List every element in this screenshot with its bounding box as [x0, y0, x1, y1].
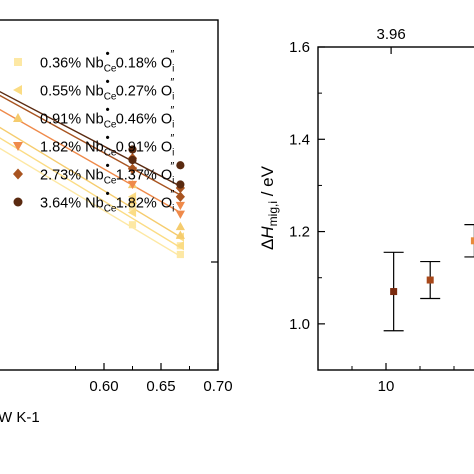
- data-point: [175, 210, 185, 219]
- error-bar-point: [420, 260, 441, 300]
- fit-line-4: [0, 108, 181, 214]
- legend-label: 0.36% NbCe• 0.18% Oi″: [40, 47, 174, 75]
- data-point: [426, 276, 434, 284]
- data-point: [176, 180, 185, 189]
- left-data-points: [127, 145, 185, 259]
- y-tick-label: 1.0: [289, 316, 310, 333]
- legend-item: 1.82% NbCe• 0.91% Oi″: [13, 131, 174, 159]
- data-point: [175, 201, 185, 211]
- fit-line-6: [0, 90, 181, 187]
- data-point: [175, 191, 185, 202]
- top-tick-label: 3.96: [376, 26, 405, 43]
- right-axes: 1.0 1.2 1.4 1.6 10 3.96: [289, 26, 455, 395]
- legend-label: 0.55% NbCe• 0.27% Oi″: [40, 75, 174, 103]
- data-point: [128, 203, 137, 211]
- fit-line-2: [0, 137, 181, 249]
- legend-marker: [14, 58, 22, 66]
- legend-item: 0.55% NbCe• 0.27% Oi″: [13, 75, 174, 103]
- left-fit-lines: [0, 90, 181, 257]
- legend-marker: [13, 113, 23, 122]
- fit-line-5: [0, 94, 181, 196]
- data-point: [127, 207, 137, 218]
- y-tick-label: 1.2: [289, 224, 310, 241]
- data-point: [390, 288, 398, 296]
- error-bar-point: [383, 251, 404, 332]
- data-point: [176, 250, 184, 259]
- x-tick-label: 0.65: [146, 378, 175, 395]
- data-point: [470, 237, 474, 245]
- legend-label: 2.73% NbCe• 1.37% Oi″: [40, 159, 174, 187]
- legend-item: 2.73% NbCe• 1.37% Oi″: [13, 159, 174, 187]
- legend-item: 3.64% NbCe• 1.82% Oi″: [13, 187, 174, 215]
- legend-marker: [13, 168, 23, 180]
- legend-label: 1.82% NbCe• 0.91% Oi″: [40, 131, 174, 159]
- error-bar-point: [464, 224, 474, 258]
- data-point: [128, 145, 137, 154]
- data-point: [128, 221, 137, 229]
- data-point: [127, 180, 138, 190]
- data-point: [127, 195, 138, 204]
- data-point: [175, 241, 184, 251]
- right-chart: 1.0 1.2 1.4 1.6 10 3.96 ΔHmig,i / eV: [258, 26, 474, 395]
- y-tick-label: 1.6: [289, 39, 310, 56]
- data-point: [175, 230, 185, 239]
- legend-label: 3.64% NbCe• 1.82% Oi″: [40, 187, 174, 215]
- legend-marker: [13, 142, 23, 151]
- legend-item: 0.91% NbCe• 0.46% Oi″: [13, 103, 174, 131]
- legend-item: 0.36% NbCe• 0.18% Oi″: [14, 47, 174, 75]
- data-point: [128, 155, 137, 165]
- y-tick-label: 1.4: [289, 131, 310, 148]
- left-legend: 0.36% NbCe• 0.18% Oi″0.55% NbCe• 0.27% O…: [13, 47, 174, 215]
- data-point: [127, 163, 138, 174]
- left-x-axis: 0.60 0.65 0.70: [75, 363, 233, 395]
- x-axis-label: W K-1: [0, 409, 40, 426]
- data-point: [175, 221, 185, 231]
- right-plot-frame: [317, 46, 474, 371]
- x-tick-label: 0.60: [89, 378, 118, 395]
- right-data-points: [383, 224, 474, 332]
- legend-label: 0.91% NbCe• 0.46% Oi″: [40, 103, 174, 131]
- data-point: [176, 161, 185, 170]
- legend-marker: [13, 197, 23, 207]
- x-tick-label: 0.70: [203, 378, 232, 395]
- legend-marker: [13, 85, 22, 95]
- x-tick-label: 10: [378, 378, 395, 395]
- left-chart: 0.60 0.65 0.70 0.36% NbCe• 0.18% Oi″0.55% …: [0, 19, 233, 426]
- fit-line-1: [0, 147, 181, 257]
- fit-line-3: [0, 126, 181, 238]
- y-axis-label: ΔHmig,i / eV: [258, 165, 280, 250]
